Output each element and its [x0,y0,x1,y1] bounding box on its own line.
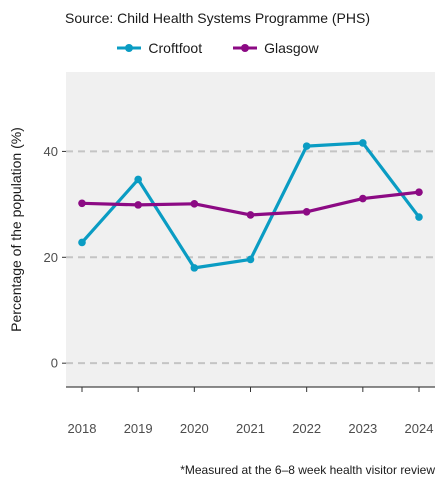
x-tick-label: 2020 [180,421,209,436]
data-point-croftfoot [246,255,255,264]
x-tick-label: 2021 [236,421,265,436]
plot-panel [66,72,435,387]
legend-item-glasgow: Glasgow [232,40,319,56]
data-point-croftfoot [134,175,142,184]
legend-label-croftfoot: Croftfoot [148,40,203,56]
data-point-glasgow [302,207,311,216]
legend-swatch-croftfoot [117,44,142,52]
data-point-glasgow [415,188,423,196]
x-tick-label: 2018 [68,421,97,436]
data-point-croftfoot [190,264,199,272]
data-point-croftfoot [78,238,86,247]
x-tick-label: 2023 [348,421,377,436]
chart-subtitle: Source: Child Health Systems Programme (… [65,10,370,26]
data-point-glasgow [359,194,367,203]
y-tick-label: 40 [44,144,58,159]
legend-label-glasgow: Glasgow [264,40,319,56]
data-point-croftfoot [359,139,367,147]
data-point-glasgow [78,199,86,208]
x-tick-label: 2024 [405,421,434,436]
x-tick-label: 2022 [292,421,321,436]
y-tick-label: 0 [51,356,58,371]
data-point-croftfoot [302,142,311,150]
data-point-glasgow [246,211,255,219]
chart-caption: *Measured at the 6–8 week health visitor… [180,463,435,477]
data-point-glasgow [134,201,142,209]
chart-legend: Croftfoot Glasgow [0,40,435,56]
data-point-croftfoot [415,213,423,221]
legend-item-croftfoot: Croftfoot [116,40,202,56]
x-tick-label: 2019 [124,421,153,436]
y-tick-label: 20 [44,250,58,265]
data-point-glasgow [190,200,199,208]
y-axis-title: Percentage of the population (%) [8,127,24,332]
legend-swatch-glasgow [233,44,258,52]
